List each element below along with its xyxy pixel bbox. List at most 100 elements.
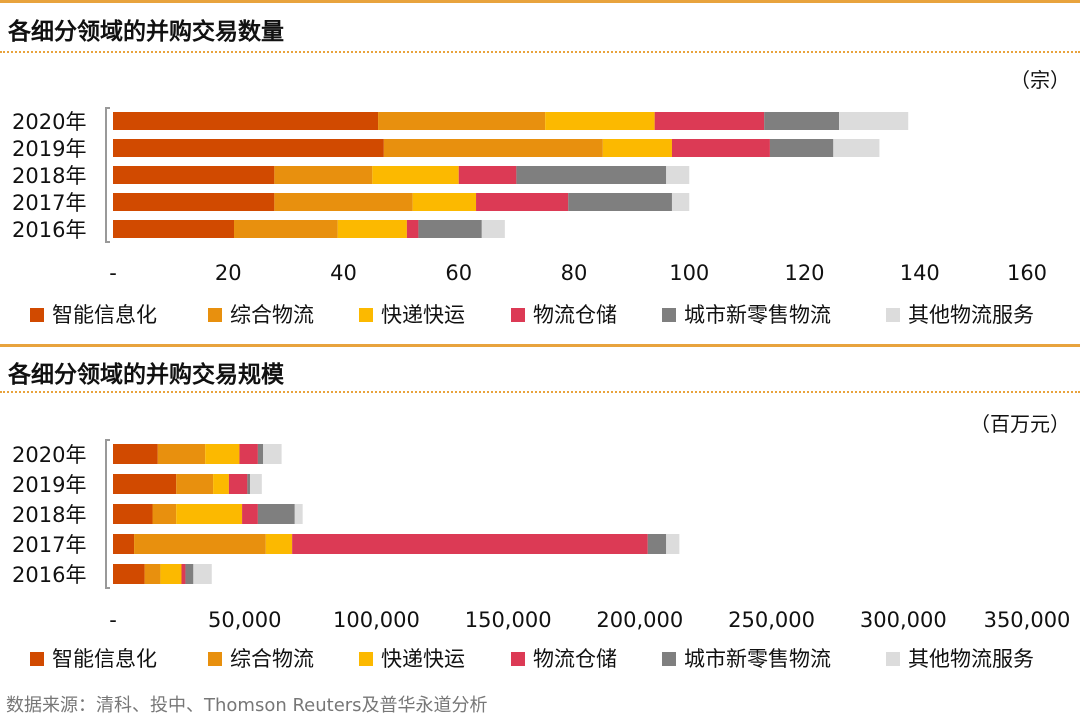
chart1-bar-segment <box>113 139 384 157</box>
chart2-category-label: 2018年 <box>12 503 86 527</box>
chart2-legend-swatch <box>208 652 222 666</box>
chart2-title-divider <box>0 391 1080 393</box>
chart1-bar-segment <box>234 220 338 238</box>
chart1-bar-segment <box>113 166 275 184</box>
chart1-legend-swatch <box>886 308 900 322</box>
chart1-title: 各细分领域的并购交易数量 <box>8 19 284 45</box>
chart2-legend-label: 综合物流 <box>230 647 314 671</box>
chart2-legend-swatch <box>511 652 525 666</box>
chart1-bar-segment <box>545 112 655 130</box>
chart2-bar-segment <box>247 474 250 494</box>
chart2-bar-segment <box>263 444 282 464</box>
chart1-legend-label: 快递快运 <box>381 303 465 327</box>
chart1-bar-segment <box>481 220 505 238</box>
chart2-bar-segment <box>160 564 182 584</box>
chart1-x-tick-label: 120 <box>784 261 824 285</box>
chart2-category-label: 2020年 <box>12 443 86 467</box>
chart1-bar-segment <box>476 193 569 211</box>
chart1-legend-label: 城市新零售物流 <box>684 303 831 327</box>
chart2-legend-label: 物流仓储 <box>533 647 617 671</box>
chart1-bar-segment <box>274 193 413 211</box>
chart2-legend-swatch <box>30 652 44 666</box>
chart2-legend-label: 其他物流服务 <box>908 647 1034 671</box>
chart1-legend-label: 其他物流服务 <box>908 303 1034 327</box>
chart1-category-label: 2018年 <box>12 164 86 188</box>
chart2-category-label: 2017年 <box>12 533 86 557</box>
chart2-category-label: 2016年 <box>12 563 86 587</box>
chart1-bar-segment <box>764 112 840 130</box>
chart2-legend-label: 智能信息化 <box>52 647 157 671</box>
chart2-category-label: 2019年 <box>12 473 86 497</box>
chart1-x-tick-label: 100 <box>669 261 709 285</box>
chart1-bar-segment <box>516 166 667 184</box>
chart1-x-tick-label: 140 <box>900 261 940 285</box>
chart1-x-tick-label: 20 <box>215 261 242 285</box>
chart1-title-divider <box>0 51 1080 53</box>
chart2-legend-label: 快递快运 <box>381 647 465 671</box>
top-accent-rule <box>0 0 1080 3</box>
chart2-bar-segment <box>292 534 648 554</box>
chart1-bar-segment <box>418 220 482 238</box>
chart2-unit-label: （百万元） <box>970 412 1070 436</box>
chart2-bar-segment <box>144 564 161 584</box>
chart1-legend-swatch <box>662 308 676 322</box>
chart2-bar-segment <box>666 534 680 554</box>
chart1-x-tick-label: 40 <box>330 261 357 285</box>
chart1-bar-segment <box>839 112 909 130</box>
chart1-bar-segment <box>372 166 459 184</box>
chart2-bar-segment <box>257 504 295 524</box>
chart2-legend-swatch <box>662 652 676 666</box>
chart1-legend-swatch <box>511 308 525 322</box>
chart1-bar-segment <box>671 139 770 157</box>
chart1-bar-segment <box>274 166 373 184</box>
chart2-legend-swatch <box>359 652 373 666</box>
chart1-bar-segment <box>113 220 235 238</box>
deal-value-chart: （百万元） 2020年 2019年 2018年 2017年 2016年- 50,000 100… <box>12 412 1071 671</box>
chart2-bar-segment <box>134 534 266 554</box>
chart1-bar-segment <box>769 139 834 157</box>
chart2-x-tick-label: 300,000 <box>860 608 947 632</box>
chart1-bar-segment <box>113 112 379 130</box>
chart2-title: 各细分领域的并购交易规模 <box>8 362 284 388</box>
chart1-legend-swatch <box>30 308 44 322</box>
chart2-bar-segment <box>157 444 206 464</box>
chart2-bar-segment <box>113 564 145 584</box>
chart2-x-tick-label: - <box>109 608 117 632</box>
chart2-x-tick-label: 100,000 <box>333 608 420 632</box>
chart1-legend-label: 物流仓储 <box>533 303 617 327</box>
chart2-x-tick-label: 150,000 <box>465 608 552 632</box>
chart2-x-tick-label: 50,000 <box>208 608 281 632</box>
chart2-axis-bracket <box>105 439 110 589</box>
chart1-bar-segment <box>833 139 880 157</box>
deal-count-chart: （宗） 2020年 2019年 2018年 2017年 2016年- 20 40 60 80 100… <box>12 68 1070 327</box>
chart1-legend-swatch <box>208 308 222 322</box>
chart2-bar-segment <box>242 504 258 524</box>
chart1-bar-segment <box>602 139 672 157</box>
chart1-bar-segment <box>406 220 419 238</box>
chart1-legend-swatch <box>359 308 373 322</box>
chart1-bar-segment <box>383 139 603 157</box>
chart2-bar-segment <box>113 474 177 494</box>
chart2-bar-segment <box>205 444 240 464</box>
chart2-bar-segment <box>113 504 153 524</box>
chart1-x-tick-label: - <box>109 261 117 285</box>
chart2-bar-segment <box>294 504 303 524</box>
chart1-legend-label: 智能信息化 <box>52 303 157 327</box>
chart1-axis-bracket <box>105 107 110 243</box>
chart1-x-tick-label: 80 <box>561 261 588 285</box>
chart2-legend-swatch <box>886 652 900 666</box>
chart1-bar-segment <box>412 193 477 211</box>
chart2-bar-segment <box>181 564 186 584</box>
chart1-bar-segment <box>568 193 672 211</box>
chart2-bar-segment <box>176 474 214 494</box>
chart1-category-label: 2017年 <box>12 191 86 215</box>
chart1-category-label: 2020年 <box>12 110 86 134</box>
chart1-unit-label: （宗） <box>1010 68 1070 92</box>
chart1-bar-segment <box>113 193 275 211</box>
chart2-bar-segment <box>152 504 177 524</box>
chart2-x-tick-label: 250,000 <box>728 608 815 632</box>
source-note: 数据来源：清科、投中、Thomson Reuters及普华永道分析 <box>6 695 488 716</box>
chart1-category-label: 2019年 <box>12 137 86 161</box>
chart2-bar-segment <box>113 444 158 464</box>
chart2-x-tick-label: 350,000 <box>984 608 1071 632</box>
